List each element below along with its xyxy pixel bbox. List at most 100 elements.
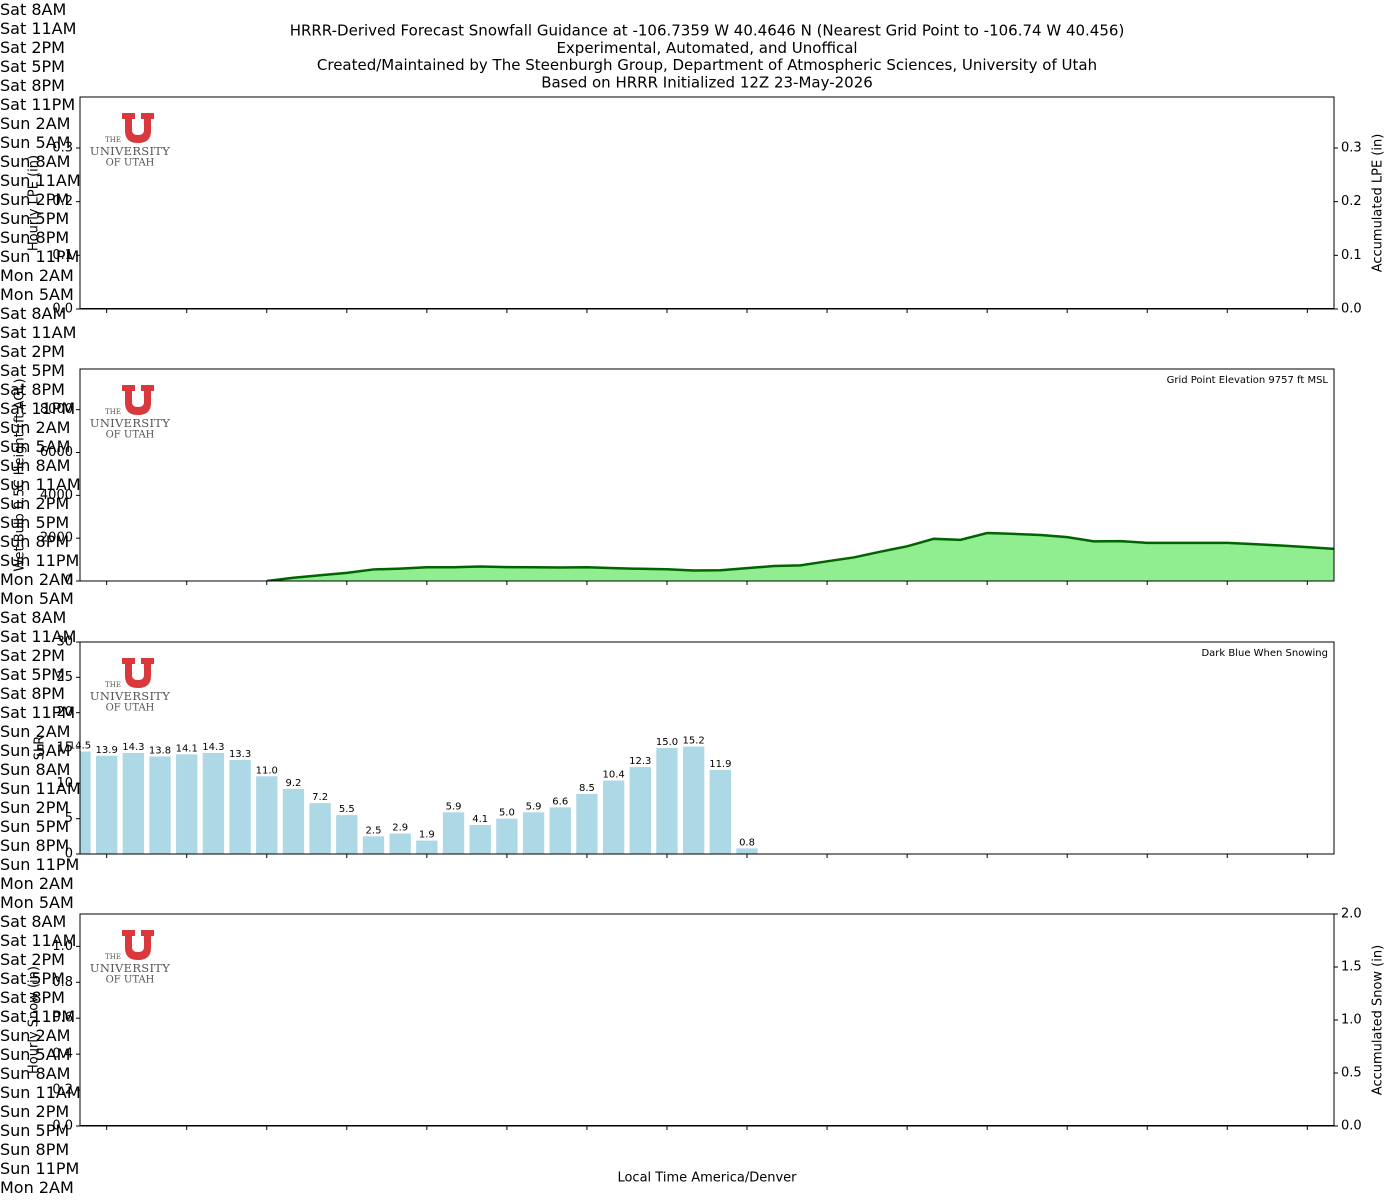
y2-tick-label: 0.2	[1341, 194, 1362, 209]
x-tick-label: Mon 2AM	[0, 266, 74, 285]
x-tick-label: Sat 11PM	[0, 1007, 76, 1026]
x-tick-label: Sun 2PM	[0, 494, 70, 513]
axes-frame	[79, 913, 1335, 1127]
x-tick-label: Sun 2AM	[0, 1026, 71, 1045]
y-axis-label: SLR	[33, 736, 48, 761]
bar	[80, 751, 91, 854]
y-tick-label: 20	[56, 705, 73, 720]
y-tick-label: 0	[65, 574, 73, 589]
y-tick-label: 0.2	[52, 1083, 73, 1098]
data-label: 15.2	[683, 736, 705, 747]
x-tick-label: Sat 11PM	[0, 95, 76, 114]
x-tick-label: Mon 2AM	[0, 570, 74, 589]
data-label: 5.5	[339, 804, 355, 815]
chart-title: Created/Maintained by The Steenburgh Gro…	[317, 56, 1097, 74]
y-tick-label: 5	[65, 811, 73, 826]
y-tick-label: 0.0	[52, 1119, 73, 1134]
x-tick-label: Sun 8PM	[0, 836, 70, 855]
bar	[229, 760, 251, 854]
x-tick-label: Sat 8AM	[0, 608, 67, 627]
x-tick-label: Sun 11PM	[0, 551, 80, 570]
annotation: Grid Point Elevation 9757 ft MSL	[1167, 375, 1329, 386]
y-tick-label: 0.2	[52, 194, 73, 209]
y-tick-label: 30	[56, 635, 73, 650]
bar	[682, 746, 705, 854]
chart-title: Based on HRRR Initialized 12Z 23-May-202…	[541, 73, 873, 91]
x-tick-label: Sat 8PM	[0, 988, 65, 1007]
x-tick-label: Sat 11AM	[0, 19, 77, 38]
x-tick-label: Sun 11AM	[0, 1083, 81, 1102]
x-tick-label: Sun 2AM	[0, 418, 71, 437]
data-label: 6.6	[552, 796, 568, 807]
y-tick-label: 0.0	[52, 302, 73, 317]
x-tick-label: Sat 11PM	[0, 703, 76, 722]
data-label: 1.9	[419, 830, 435, 841]
bar	[149, 756, 171, 854]
x-tick-label: Sun 5AM	[0, 1045, 71, 1064]
y-axis-label: Wet Bulb 0.5C Height (ft AGL)	[13, 378, 28, 571]
x-tick-label: Sun 5PM	[0, 1121, 70, 1140]
bar	[629, 767, 651, 854]
data-label: 14.3	[122, 742, 144, 753]
data-label: 14.3	[202, 742, 224, 753]
bar	[709, 769, 732, 854]
x-tick-label: Sun 11PM	[0, 1159, 80, 1178]
y-tick-label: 0.1	[52, 248, 73, 263]
y2-tick-label: 0.0	[1341, 1119, 1362, 1134]
x-tick-label: Sun 8PM	[0, 228, 70, 247]
bar	[96, 755, 118, 854]
bar	[736, 848, 758, 854]
x-tick-label: Sun 11PM	[0, 247, 80, 266]
x-tick-label: Sat 8AM	[0, 0, 67, 19]
bar	[336, 815, 358, 854]
x-tick-label: Sun 11AM	[0, 475, 81, 494]
x-tick-label: Mon 2AM	[0, 874, 74, 893]
data-label: 8.5	[579, 783, 595, 794]
x-tick-label: Sun 2AM	[0, 114, 71, 133]
y-tick-label: 1.0	[52, 939, 73, 954]
y-tick-label: 0.3	[52, 140, 73, 155]
x-tick-label: Sun 2PM	[0, 1102, 70, 1121]
bar	[176, 754, 198, 854]
logo-text: THE	[105, 408, 121, 416]
logo-text: UNIVERSITY	[90, 689, 170, 703]
bar	[282, 788, 305, 854]
x-tick-label: Sat 11AM	[0, 323, 77, 342]
x-tick-label: Sun 5AM	[0, 437, 71, 456]
y2-tick-label: 0.1	[1341, 248, 1362, 263]
x-tick-label: Sat 2PM	[0, 950, 65, 969]
y-tick-label: 10	[56, 776, 73, 791]
x-tick-label: Sun 5AM	[0, 741, 71, 760]
data-label: 11.0	[256, 765, 278, 776]
bar	[576, 793, 598, 854]
y-tick-label: 4000	[40, 488, 73, 503]
x-tick-label: Sun 11PM	[0, 855, 80, 874]
bar	[256, 776, 278, 854]
x-tick-label: Mon 5AM	[0, 893, 74, 912]
x-tick-label: Sun 11AM	[0, 171, 81, 190]
data-label: 5.0	[499, 808, 515, 819]
x-tick-label: Sat 5PM	[0, 969, 65, 988]
data-label: 4.1	[472, 814, 488, 825]
x-tick-label: Sun 8AM	[0, 1064, 71, 1083]
x-tick-label: Mon 2AM	[0, 1178, 74, 1197]
x-tick-label: Sun 8AM	[0, 456, 71, 475]
y-tick-label: 8000	[40, 402, 73, 417]
x-tick-label: Sat 5PM	[0, 57, 65, 76]
data-label: 0.8	[739, 837, 755, 848]
x-tick-label: Sun 2AM	[0, 722, 71, 741]
logo-text: OF UTAH	[106, 430, 155, 441]
x-tick-label: Sat 2PM	[0, 38, 65, 57]
x-tick-label: Mon 5AM	[0, 589, 74, 608]
logo-text: UNIVERSITY	[90, 961, 170, 975]
logo-u	[122, 658, 154, 688]
y2-axis-label: Accumulated Snow (in)	[1371, 945, 1386, 1095]
bar	[202, 752, 225, 854]
logo-u	[122, 385, 154, 415]
line	[266, 531, 1334, 581]
x-tick-label: Sat 11PM	[0, 399, 76, 418]
chart-title: Experimental, Automated, and Unoffical	[556, 39, 857, 57]
logo-text: OF UTAH	[106, 975, 155, 986]
